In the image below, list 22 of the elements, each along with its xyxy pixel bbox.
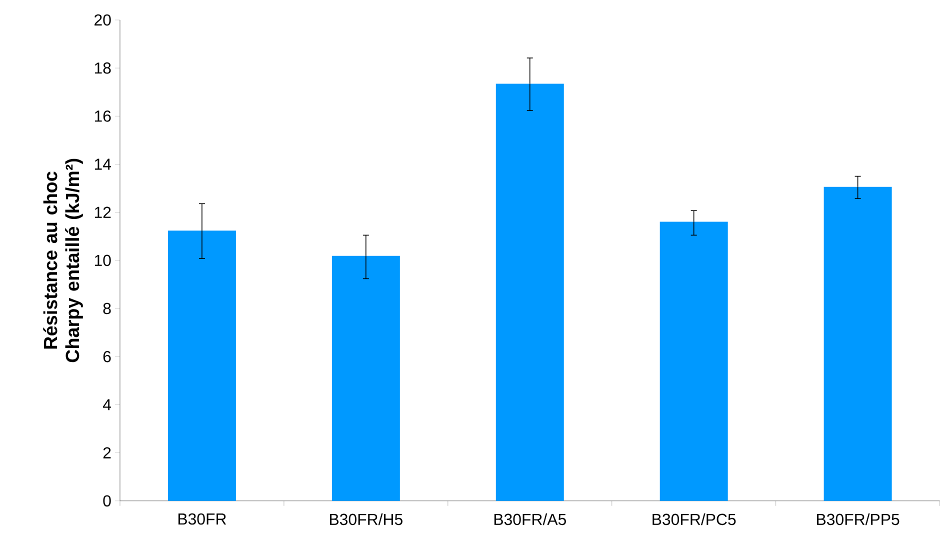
y-tick-label: 6 [103, 351, 111, 362]
y-tick-label: 16 [94, 110, 111, 122]
bar [660, 222, 728, 501]
y-tick-label: 14 [94, 158, 111, 170]
y-tick-label: 8 [103, 302, 111, 314]
y-tick-label: 18 [94, 62, 111, 74]
bar [496, 84, 564, 501]
x-tick-label: B30FR/PP5 [817, 513, 900, 526]
bar [168, 230, 236, 501]
y-axis-title: Résistance au choc Charpy entaillé (kJ/m²) [43, 158, 83, 362]
bar [824, 186, 892, 501]
x-tick-label: B30FR/PC5 [652, 513, 736, 526]
y-tick-label: 2 [103, 447, 111, 458]
y-tick-label: 20 [94, 14, 111, 26]
y-tick-label: 10 [94, 254, 111, 266]
y-tick-label: 0 [103, 495, 111, 507]
x-tick-label: B30FR/A5 [494, 513, 566, 526]
x-tick-label: B30FR [178, 513, 226, 525]
bar [332, 256, 400, 501]
y-tick-label: 4 [102, 399, 111, 410]
x-tick-label: B30FR/H5 [330, 513, 402, 526]
y-tick-label: 12 [94, 206, 111, 218]
